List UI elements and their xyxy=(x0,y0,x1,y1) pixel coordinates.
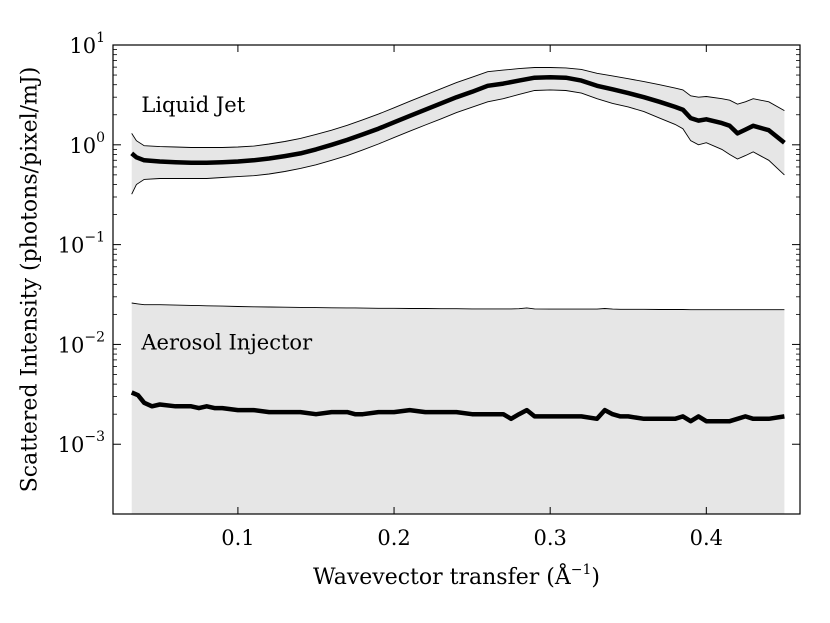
axis-ticks xyxy=(113,44,800,514)
y-tick-label: 10−1 xyxy=(58,230,105,258)
band-aerosol-injector xyxy=(131,303,785,514)
y-tick-label: 10−3 xyxy=(58,429,105,457)
y-tick-label: 10−2 xyxy=(58,329,105,357)
y-tick-label: 100 xyxy=(69,130,105,158)
band-lower-liquid-jet xyxy=(131,89,785,195)
series-lines xyxy=(130,67,786,424)
x-tick-label: 0.1 xyxy=(221,526,254,550)
plot-frame xyxy=(112,44,801,515)
series-line-aerosol-injector xyxy=(130,390,785,424)
uncertainty-bands xyxy=(131,67,785,514)
band-liquid-jet xyxy=(131,67,785,195)
series-label-liquid-jet: Liquid Jet xyxy=(141,93,245,117)
series-line-liquid-jet xyxy=(130,75,786,166)
x-axis-unit-base: Å xyxy=(554,562,572,590)
x-tick-label: 0.3 xyxy=(533,526,566,550)
band-upper-liquid-jet xyxy=(131,67,785,148)
x-axis-title-text: Wavevector transfer xyxy=(313,565,540,590)
axis-tick-labels: 0.1 0.2 0.3 0.4 10−3 10−2 10−1 100 101 xyxy=(58,30,723,550)
x-tick-label: 0.4 xyxy=(690,526,723,550)
x-axis-unit-exp: −1 xyxy=(571,562,592,578)
series-label-aerosol-injector: Aerosol Injector xyxy=(140,330,313,354)
x-axis-title: Wavevector transfer (Å−1) xyxy=(313,562,600,590)
x-tick-label: 0.2 xyxy=(377,526,410,550)
band-upper-aerosol-injector xyxy=(131,302,785,311)
y-axis-title: Scattered Intensity (photons/pixel/mJ) xyxy=(18,67,43,493)
y-tick-label: 101 xyxy=(69,30,105,58)
